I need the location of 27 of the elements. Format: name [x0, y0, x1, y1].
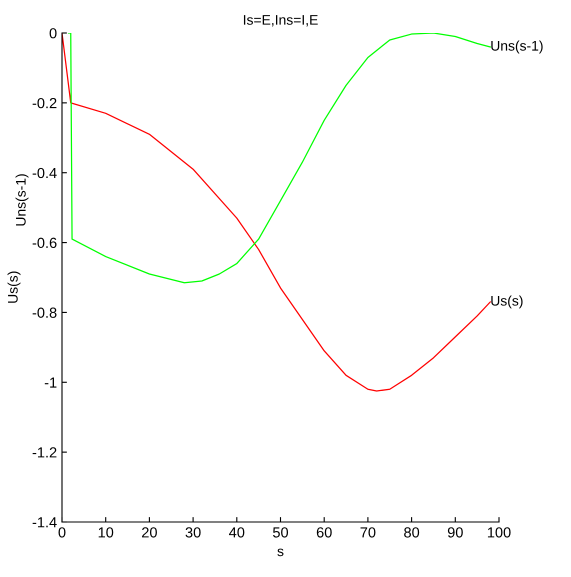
text: Uns(s-1): [16, 174, 28, 226]
y-tick-label: -0.2: [32, 98, 56, 108]
y-tick-label: -0.6: [32, 238, 56, 248]
y-axis-title: Us(s): [8, 272, 20, 303]
line-series: [62, 33, 491, 392]
x-tick-label: 60: [316, 527, 332, 538]
x-tick-label: 50: [272, 527, 288, 538]
x-tick-label: 90: [448, 527, 463, 538]
y-tick-label: -0.4: [32, 168, 57, 178]
x-tick-label: 10: [98, 527, 114, 538]
x-tick-label: 40: [229, 527, 244, 538]
x-tick-label: 30: [186, 527, 201, 538]
series-label: Us(s): [491, 295, 523, 308]
y-tick-label: -1: [44, 378, 56, 388]
y-tick-label: -1.2: [32, 447, 56, 458]
y-tick-label: -1.4: [32, 517, 57, 528]
series-label: Uns(s-1): [491, 40, 543, 54]
y-tick-label: 0: [50, 28, 57, 38]
y-tick-label: -0.8: [32, 308, 57, 318]
x-tick-label: 100: [488, 527, 511, 538]
x-tick-label: 0: [58, 527, 66, 538]
x-tick-label: 80: [404, 527, 420, 538]
x-tick-label: 20: [142, 527, 157, 538]
chart-title: Is=E,Ins=I,E: [244, 15, 318, 26]
x-tick-label: 70: [360, 527, 376, 538]
x-axis-title: s: [277, 548, 284, 556]
line-series: [68, 33, 491, 284]
